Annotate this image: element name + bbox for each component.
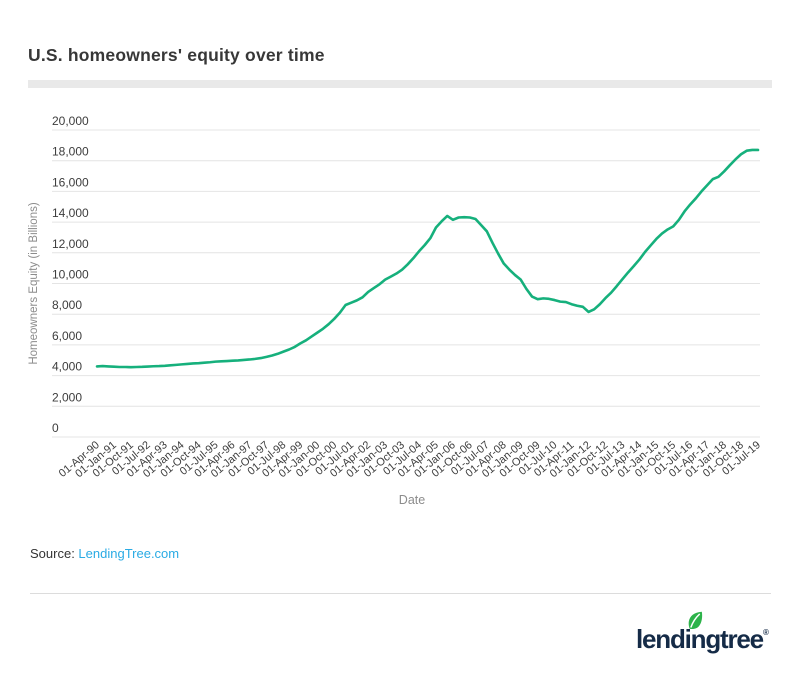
source-label: Source: xyxy=(30,546,79,561)
title-underline-bar xyxy=(28,80,772,88)
logo-registered: ® xyxy=(763,628,769,637)
page-title: U.S. homeowners' equity over time xyxy=(28,45,325,65)
y-tick-label: 0 xyxy=(52,421,59,435)
y-tick-label: 20,000 xyxy=(52,114,89,128)
y-tick-label: 2,000 xyxy=(52,390,82,404)
x-axis-title: Date xyxy=(399,493,425,507)
y-tick-label: 6,000 xyxy=(52,329,82,343)
footer-divider xyxy=(30,593,771,594)
logo-wordmark: lendingtree xyxy=(636,624,764,654)
lendingtree-logo: lendingtree ® xyxy=(636,610,776,660)
y-tick-label: 18,000 xyxy=(52,145,89,159)
source-line: Source: LendingTree.com xyxy=(30,546,179,561)
leaf-icon xyxy=(688,611,703,630)
y-tick-label: 14,000 xyxy=(52,206,89,220)
y-tick-label: 8,000 xyxy=(52,298,82,312)
y-tick-label: 12,000 xyxy=(52,237,89,251)
y-tick-label: 4,000 xyxy=(52,360,82,374)
equity-line-chart: 0 2,000 4,000 6,000 8,000 10,000 12,000 14,000 1… xyxy=(28,114,763,507)
y-axis-title: Homeowners Equity (in Billions) xyxy=(28,202,40,365)
source-link[interactable]: LendingTree.com xyxy=(78,546,180,561)
y-tick-label: 16,000 xyxy=(52,175,89,189)
y-tick-label: 10,000 xyxy=(52,268,89,282)
series-line xyxy=(95,148,760,369)
